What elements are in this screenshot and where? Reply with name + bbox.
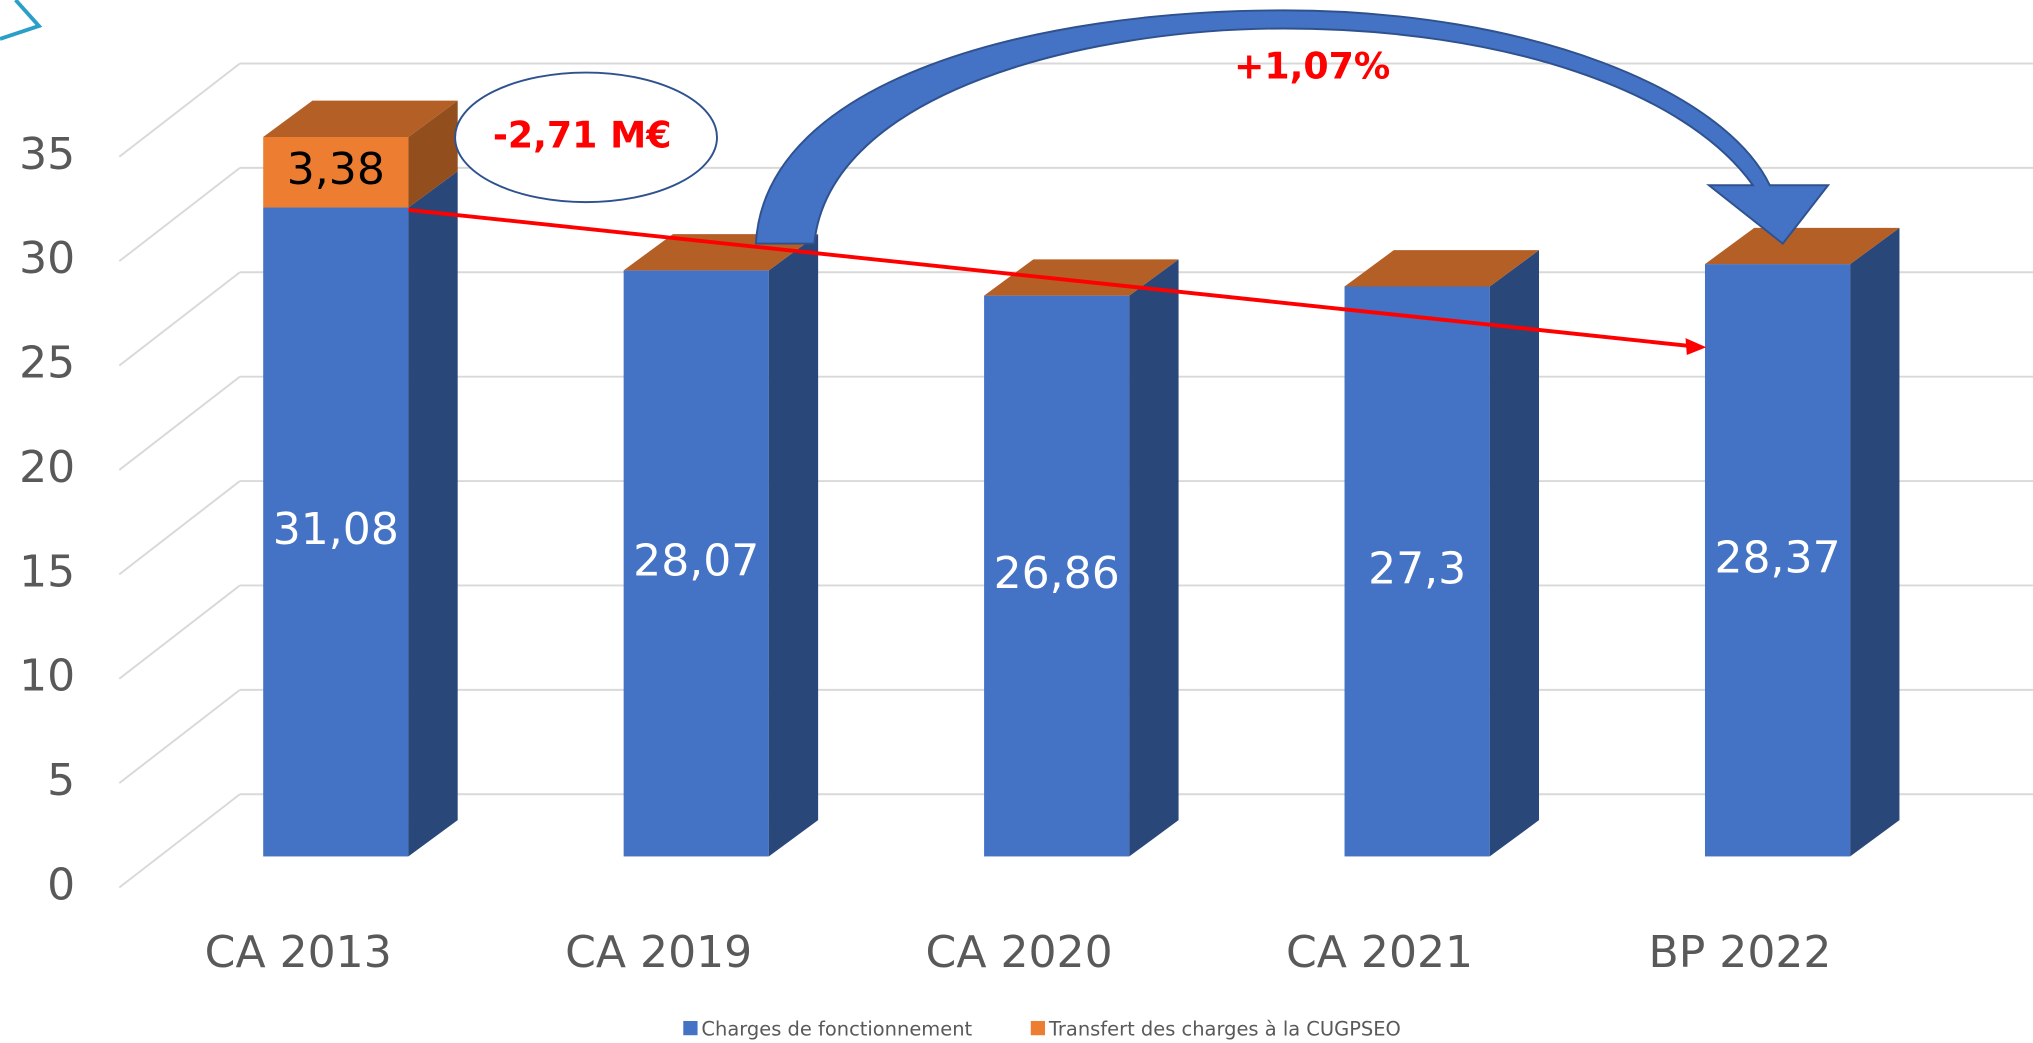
- grid-line: [118, 689, 241, 784]
- y-tick-label: 25: [19, 338, 75, 389]
- curved-arrow: [754, 9, 1831, 245]
- x-tick-label: CA 2021: [1286, 927, 1473, 978]
- x-tick-label: CA 2019: [565, 927, 752, 978]
- trend-arrow: [408, 207, 1690, 348]
- bar-side: [1489, 250, 1540, 857]
- bar-side: [1850, 227, 1900, 857]
- grid-line: [118, 375, 241, 471]
- legend-label: Transfert des charges à la CUGPSEO: [1048, 1018, 1401, 1041]
- bar-segment: [263, 207, 409, 857]
- y-tick-label: 10: [19, 651, 75, 702]
- bar-side: [768, 234, 819, 857]
- bar-side: [1129, 259, 1179, 857]
- annotation-bubble: [454, 71, 718, 204]
- bar-side: [408, 100, 458, 208]
- data-label: 26,86: [994, 548, 1120, 599]
- bar-segment: [984, 295, 1130, 857]
- data-label: 3,38: [287, 144, 385, 195]
- bar-top: [1344, 250, 1540, 287]
- corner-decoration: [0, 0, 43, 41]
- y-tick-label: 0: [47, 860, 75, 911]
- grid-line: [118, 793, 241, 889]
- grid-line: [118, 584, 241, 680]
- grid-line: [118, 167, 241, 262]
- x-tick-label: BP 2022: [1649, 927, 1832, 978]
- bar-segment: [1704, 264, 1851, 857]
- y-tick-label: 35: [19, 129, 75, 180]
- data-label: 28,37: [1715, 532, 1841, 583]
- y-tick-label: 20: [19, 442, 75, 493]
- y-tick-label: 15: [19, 546, 75, 597]
- bar-top: [263, 100, 458, 137]
- overlay: -2,71 M€ +1,07%: [408, 9, 1831, 356]
- legend-swatch: [683, 1020, 698, 1036]
- x-tick-label: CA 2013: [205, 927, 392, 978]
- bar-side: [408, 171, 458, 857]
- y-tick-label: 30: [19, 233, 75, 284]
- data-label: 28,07: [633, 535, 759, 586]
- bar-segment: [1344, 286, 1490, 857]
- bars: CA 2013 31,08 3,38 CA 2019 28,07 CA 2020 26,86…: [205, 100, 1900, 978]
- trend-arrow-head: [1685, 338, 1707, 356]
- bar-segment: [623, 270, 769, 857]
- y-tick-label: 5: [47, 755, 75, 806]
- bar-top: [1704, 227, 1900, 265]
- grid-line: [118, 271, 241, 367]
- x-tick-label: CA 2020: [926, 927, 1113, 978]
- legend-label: Charges de fonctionnement: [701, 1018, 972, 1041]
- annotation: -2,71 M€: [493, 113, 672, 156]
- data-label: 27,3: [1368, 543, 1466, 594]
- grid-line: [118, 480, 241, 576]
- legend-swatch: [1030, 1020, 1046, 1036]
- annotation: +1,07%: [1234, 45, 1390, 88]
- data-label: 31,08: [273, 504, 399, 555]
- bar-segment: [263, 136, 409, 208]
- grid-line: [118, 62, 241, 158]
- legend: Charges de fonctionnement Transfert des c…: [683, 1018, 1401, 1041]
